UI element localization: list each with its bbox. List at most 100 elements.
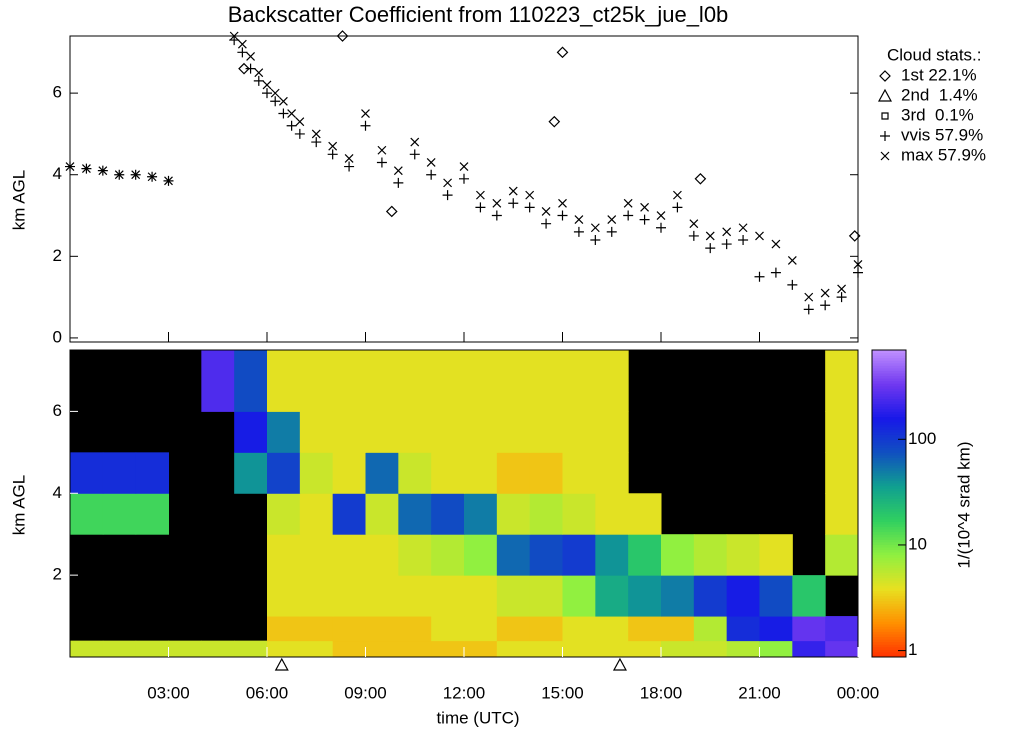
data-point [672,202,683,213]
colorbar-step [872,603,906,607]
y-tick-label: 6 [53,83,62,102]
heatmap-cell [267,640,301,658]
colorbar-frame [871,349,907,658]
data-point [287,109,297,118]
colorbar-step [872,357,906,361]
colorbar-step [872,396,906,400]
heatmap-cell [201,350,235,412]
data-point [360,120,371,131]
data-point [262,80,272,90]
heatmap-cell [529,534,563,576]
colorbar-tick-label: 1 [908,640,917,659]
heatmap-cell [726,616,760,642]
heatmap-cell [299,575,334,617]
y-tick-label: 0 [53,327,62,346]
data-point [606,226,617,237]
heatmap-cell [562,616,596,642]
colorbar-step [872,360,906,364]
data-point [853,267,863,278]
data-point [443,178,453,188]
data-point [65,162,75,171]
heatmap-cell [168,640,202,658]
data-point [820,300,831,311]
heatmap-cell [825,411,859,453]
heatmap-cell [102,640,137,658]
colorbar-step [872,587,906,591]
x-tick-label: 15:00 [541,683,584,702]
colorbar-step [872,462,906,466]
heatmap-cell [332,534,366,576]
colorbar-step [872,598,906,602]
data-point [393,166,403,176]
legend-marker [879,70,891,82]
heatmap-cell [431,493,465,535]
data-point [286,120,297,131]
data-point [836,292,847,303]
cloud-marker [612,657,627,671]
colorbar-step [872,628,906,632]
colorbar-step [872,370,906,374]
x-axis-label: time (UTC) [436,708,519,727]
heatmap-cell [70,493,104,535]
heatmap-cell [464,640,498,658]
data-point [344,153,354,163]
data-point [344,161,355,172]
heatmap-cell [529,640,563,658]
heatmap-cell [792,575,826,617]
data-point [459,173,469,184]
heatmap-cell [70,640,104,658]
legend-marker [881,112,889,120]
colorbar-step [872,493,906,497]
data-point [246,51,256,61]
colorbar-step [872,621,906,625]
data-point [361,109,370,118]
colorbar-step [872,633,906,638]
heatmap-cell [496,493,531,535]
colorbar-step [872,385,906,389]
heatmap-cell [628,534,662,576]
colorbar-step [872,531,906,535]
colorbar-step [872,559,906,563]
data-point [426,169,437,180]
colorbar-step [872,398,906,402]
data-point [237,39,247,49]
heatmap-cell [464,493,498,535]
heatmap-cell [332,575,366,617]
colorbar-step [872,365,906,369]
colorbar-step [872,452,906,456]
colorbar-step [872,488,906,492]
data-point [556,46,569,59]
heatmap-cell [595,616,629,642]
data-point [393,177,404,188]
colorbar-step [872,641,906,645]
colorbar-step [872,513,906,517]
data-point [262,88,272,99]
legend-label: vvis 57.9% [901,125,983,144]
colorbar-step [872,378,906,382]
heatmap-cell [365,534,399,576]
heatmap-cell [365,616,399,642]
x-tick-label: 09:00 [344,683,387,702]
data-point [270,88,280,98]
heatmap-cell [825,493,859,535]
heatmap-cell [267,350,301,412]
colorbar-step [872,518,906,522]
heatmap-cell [299,411,334,453]
colorbar-step [872,490,906,494]
colorbar-step [872,529,906,533]
data-point [295,117,305,127]
data-point [311,129,321,139]
colorbar-step [872,557,906,561]
colorbar-step [872,485,906,489]
data-point [442,190,453,201]
y-tick-label: 4 [53,164,62,183]
heatmap-cell [234,452,268,494]
heatmap-cell [825,534,859,576]
colorbar-step [872,383,906,387]
colorbar-step [872,605,906,609]
data-point [787,255,797,265]
heatmap-cell [234,640,268,658]
heatmap-cell [529,493,563,535]
data-point [574,215,584,225]
